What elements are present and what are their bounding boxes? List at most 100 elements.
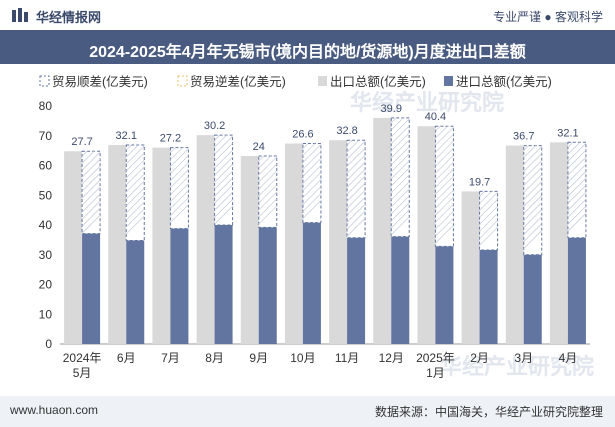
y-tick-label: 40: [39, 218, 53, 232]
surplus-data-label: 36.7: [513, 131, 534, 143]
surplus-hatch: [390, 132, 410, 152]
surplus-hatch: [523, 230, 543, 249]
surplus-hatch: [346, 189, 366, 209]
surplus-hatch: [435, 133, 454, 153]
legend-swatch-import: [444, 76, 453, 86]
surplus-hatch: [170, 183, 189, 202]
legend-label: 出口总额(亿美元): [330, 74, 426, 89]
surplus-hatch: [302, 186, 322, 205]
surplus-hatch: [523, 145, 530, 151]
legend-label: 贸易逆差(亿美元): [190, 74, 286, 89]
surplus-hatch: [523, 145, 537, 158]
surplus-data-label: 32.8: [336, 125, 357, 137]
surplus-hatch: [258, 155, 272, 169]
surplus-hatch: [81, 158, 101, 178]
surplus-hatch: [435, 126, 454, 146]
surplus-hatch: [170, 148, 189, 167]
export-bar: [284, 143, 303, 344]
surplus-bar: [125, 144, 145, 241]
surplus-hatch: [258, 155, 265, 162]
surplus-hatch: [258, 163, 278, 183]
import-bar: [479, 249, 498, 344]
surplus-data-label: 19.7: [469, 176, 490, 188]
x-tick-label: 3月: [514, 351, 533, 365]
surplus-hatch: [258, 170, 278, 190]
surplus-hatch: [170, 204, 189, 223]
surplus-hatch: [214, 170, 233, 190]
surplus-hatch: [125, 159, 145, 179]
import-bar: [523, 254, 542, 344]
surplus-hatch: [346, 217, 366, 237]
surplus-data-label: 39.9: [381, 103, 402, 115]
surplus-hatch: [258, 191, 278, 211]
surplus-hatch: [214, 163, 233, 183]
surplus-hatch: [435, 210, 454, 230]
import-bar: [126, 240, 145, 344]
brand-logo-icon: [12, 8, 28, 22]
surplus-hatch: [567, 185, 587, 204]
surplus-hatch: [302, 143, 316, 156]
watermark: 华经产业研究院: [440, 354, 594, 379]
surplus-hatch: [214, 156, 233, 176]
export-bar: [373, 117, 392, 345]
surplus-hatch: [479, 227, 498, 246]
brand-slogan: 专业严谨 ● 客观科学: [493, 10, 603, 24]
surplus-hatch: [567, 206, 587, 225]
surplus-bar: [346, 139, 366, 239]
surplus-hatch: [214, 184, 233, 204]
surplus-hatch: [567, 178, 587, 197]
surplus-hatch: [523, 209, 543, 228]
surplus-hatch: [390, 167, 410, 187]
export-bar: [108, 144, 127, 344]
surplus-hatch: [567, 157, 587, 176]
import-bar: [82, 233, 101, 344]
surplus-hatch: [302, 200, 322, 219]
surplus-hatch: [479, 220, 498, 239]
surplus-hatch: [479, 213, 498, 232]
x-tick-label: 8月: [205, 351, 224, 365]
y-tick-label: 50: [39, 188, 53, 202]
import-bar: [567, 237, 586, 344]
surplus-bar: [258, 155, 278, 228]
surplus-bar: [169, 147, 189, 230]
surplus-hatch: [435, 182, 454, 202]
import-bar: [347, 237, 366, 344]
y-tick-label: 80: [39, 99, 53, 113]
x-tick-label: 9月: [249, 351, 268, 365]
surplus-hatch: [523, 174, 543, 193]
x-tick-label: 5月: [73, 366, 92, 380]
surplus-hatch: [390, 181, 410, 201]
surplus-data-label: 27.7: [71, 136, 92, 148]
surplus-hatch: [125, 173, 145, 193]
surplus-hatch: [81, 151, 101, 171]
surplus-hatch: [346, 175, 366, 195]
surplus-hatch: [390, 188, 410, 208]
import-bar: [391, 236, 410, 344]
surplus-hatch: [567, 192, 587, 211]
footer-site[interactable]: www.huaon.com: [10, 403, 99, 417]
surplus-hatch: [258, 177, 278, 197]
title-bar: [0, 30, 615, 64]
surplus-hatch: [435, 161, 454, 181]
legend-label: 贸易顺差(亿美元): [52, 74, 148, 89]
surplus-data-label: 24: [253, 141, 265, 153]
import-bar: [258, 227, 277, 344]
surplus-hatch: [302, 143, 309, 149]
surplus-hatch: [346, 168, 366, 188]
surplus-hatch: [346, 203, 366, 223]
surplus-hatch: [390, 117, 397, 124]
surplus-data-label: 26.6: [292, 128, 313, 140]
surplus-hatch: [567, 213, 587, 232]
surplus-hatch: [346, 139, 353, 146]
surplus-hatch: [170, 190, 189, 209]
surplus-hatch: [523, 153, 543, 172]
surplus-data-label: 32.1: [557, 127, 578, 139]
surplus-hatch: [125, 187, 145, 207]
surplus-hatch: [125, 144, 139, 158]
y-tick-label: 20: [39, 278, 53, 292]
surplus-hatch: [81, 193, 101, 213]
export-bar: [329, 140, 348, 344]
surplus-hatch: [125, 194, 145, 214]
surplus-hatch: [258, 156, 278, 176]
surplus-hatch: [81, 207, 101, 227]
